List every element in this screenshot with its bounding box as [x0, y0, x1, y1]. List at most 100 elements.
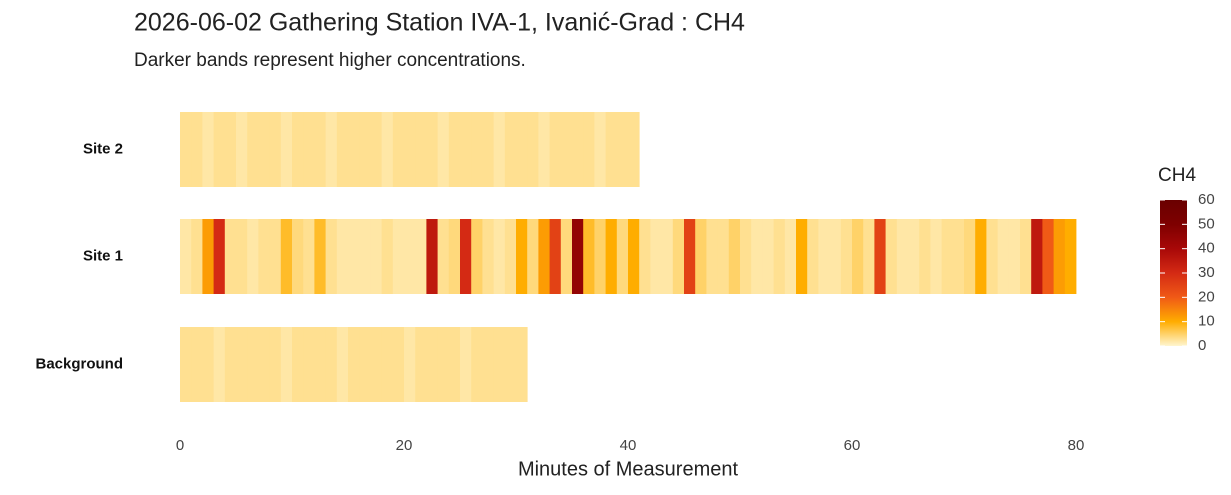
heat-cell	[202, 112, 214, 187]
heat-cell	[448, 219, 461, 294]
heat-cell	[628, 112, 640, 187]
heat-cell	[471, 219, 483, 294]
heat-cell	[348, 219, 360, 294]
heat-cell	[560, 112, 573, 187]
heat-cell	[224, 112, 237, 187]
heat-cell	[404, 112, 416, 187]
heat-cell	[191, 112, 203, 187]
heat-cell	[336, 112, 349, 187]
heat-cell	[426, 219, 438, 294]
colorbar-tick-label: 0	[1198, 337, 1206, 354]
heat-cell	[280, 327, 293, 402]
row-label: Background	[35, 355, 123, 372]
heat-cell	[538, 112, 550, 187]
heat-cell	[448, 327, 461, 402]
heat-cell	[292, 327, 304, 402]
heat-cell	[516, 112, 528, 187]
heat-cell	[392, 327, 405, 402]
heat-cell	[314, 327, 326, 402]
heat-cell	[639, 219, 651, 294]
colorbar-tick-label: 60	[1198, 191, 1215, 208]
heat-cell	[504, 112, 517, 187]
heat-cell	[885, 219, 898, 294]
heat-cell	[370, 219, 382, 294]
heat-cell	[672, 219, 685, 294]
heat-cell	[1042, 219, 1054, 294]
heat-cell	[796, 219, 808, 294]
heat-cell	[975, 219, 987, 294]
heat-cell	[527, 112, 539, 187]
heat-cell	[1031, 219, 1043, 294]
heat-cell	[415, 327, 427, 402]
heat-cell	[236, 327, 248, 402]
heat-cell	[504, 219, 517, 294]
heat-cell	[336, 219, 349, 294]
heat-cell	[516, 219, 528, 294]
heat-cell	[650, 219, 662, 294]
heat-cell	[594, 219, 606, 294]
heat-cell	[762, 219, 774, 294]
heat-cell	[325, 327, 338, 402]
heat-cell	[504, 327, 517, 402]
heat-cell	[471, 327, 483, 402]
colorbar-tick-label: 20	[1198, 288, 1215, 305]
heat-cell	[280, 112, 293, 187]
heat-cell	[572, 219, 584, 294]
heat-cell	[740, 219, 752, 294]
heat-cell	[437, 327, 450, 402]
heat-cell	[527, 219, 539, 294]
heat-cell	[1020, 219, 1032, 294]
heat-cell	[236, 112, 248, 187]
heat-cell	[213, 219, 226, 294]
heat-cell	[952, 219, 965, 294]
heat-cell	[180, 327, 192, 402]
x-tick-label: 40	[620, 437, 637, 454]
heat-cell	[303, 219, 315, 294]
heat-cell	[213, 112, 226, 187]
heat-cell	[359, 112, 371, 187]
heat-cell	[258, 112, 270, 187]
heat-cell	[997, 219, 1010, 294]
heat-cell	[213, 327, 226, 402]
heat-cell	[773, 219, 786, 294]
heat-cell	[538, 219, 550, 294]
heat-cell	[807, 219, 819, 294]
heat-cell	[314, 112, 326, 187]
heat-cell	[404, 219, 416, 294]
heat-cell	[594, 112, 606, 187]
heat-cell	[1053, 219, 1066, 294]
heat-cell	[269, 327, 282, 402]
heat-cell	[269, 219, 282, 294]
heat-cell	[874, 219, 886, 294]
heat-cell	[325, 219, 338, 294]
x-axis-label: Minutes of Measurement	[518, 458, 739, 480]
heat-cell	[818, 219, 830, 294]
heat-cell	[381, 327, 394, 402]
heat-cell	[426, 112, 438, 187]
heat-cell	[728, 219, 741, 294]
heat-cell	[460, 112, 472, 187]
heat-cell	[370, 327, 382, 402]
heat-cell	[191, 219, 203, 294]
heat-cell	[919, 219, 931, 294]
heat-cell	[493, 219, 506, 294]
heat-cell	[314, 219, 326, 294]
heat-cell	[415, 112, 427, 187]
heat-cell	[516, 327, 528, 402]
heat-cell	[560, 219, 573, 294]
heat-cell	[269, 112, 282, 187]
colorbar-tick-label: 50	[1198, 215, 1215, 232]
heat-cell	[616, 219, 629, 294]
colorbar-tick-label: 40	[1198, 240, 1215, 257]
heat-cell	[415, 219, 427, 294]
heat-cell	[292, 112, 304, 187]
heat-cell	[482, 112, 494, 187]
heat-cell	[784, 219, 797, 294]
heat-cell	[941, 219, 954, 294]
heat-cell	[863, 219, 875, 294]
heat-cell	[258, 327, 270, 402]
heat-cell	[224, 219, 237, 294]
heat-cell	[448, 112, 461, 187]
heat-cell	[661, 219, 674, 294]
